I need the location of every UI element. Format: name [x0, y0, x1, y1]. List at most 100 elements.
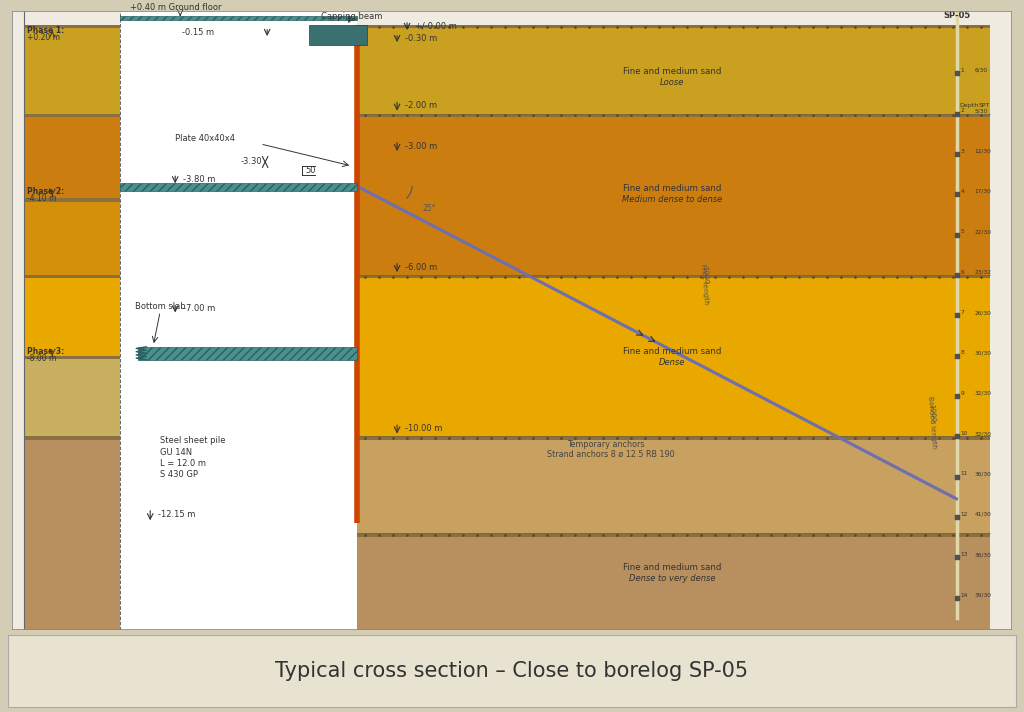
Text: Temporary anchors: Temporary anchors: [567, 440, 644, 449]
Text: L = 12.0 m: L = 12.0 m: [160, 459, 206, 468]
Text: -7.00 m: -7.00 m: [183, 304, 215, 313]
Text: 17/30: 17/30: [975, 189, 991, 194]
Bar: [357, 275, 990, 436]
Text: -8.00 m: -8.00 m: [28, 354, 56, 363]
Text: S 430 GP: S 430 GP: [160, 471, 199, 479]
Text: SPT: SPT: [979, 103, 990, 108]
Text: 7: 7: [961, 310, 965, 315]
Bar: [357, 533, 990, 630]
Bar: [138, 347, 357, 360]
Bar: [357, 25, 990, 114]
Bar: [357, 25, 990, 28]
Bar: [357, 533, 990, 537]
Text: 23/32: 23/32: [975, 270, 991, 275]
Text: 6/30: 6/30: [975, 68, 988, 73]
Bar: [357, 436, 990, 440]
Text: 26/30: 26/30: [975, 310, 991, 315]
Text: 32/30: 32/30: [975, 431, 991, 436]
Text: 32/30: 32/30: [975, 391, 991, 396]
Text: 10: 10: [961, 431, 968, 436]
Bar: [357, 275, 990, 278]
Text: 50: 50: [305, 167, 315, 175]
Text: Dense: Dense: [658, 358, 685, 367]
Text: -3.30: -3.30: [241, 157, 262, 166]
Bar: [120, 16, 357, 20]
Bar: [25, 275, 120, 356]
Text: Free length: Free length: [699, 264, 709, 305]
Text: 1: 1: [961, 68, 965, 73]
Text: Loose: Loose: [659, 78, 684, 87]
Bar: [25, 25, 120, 114]
Text: 39/30: 39/30: [975, 592, 991, 597]
Text: 9: 9: [961, 391, 965, 396]
Bar: [25, 114, 120, 199]
Text: 12: 12: [961, 512, 968, 517]
Text: Fine and medium sand: Fine and medium sand: [623, 347, 721, 356]
Text: -0.15 m: -0.15 m: [182, 28, 214, 37]
Text: GU 14N: GU 14N: [160, 448, 193, 456]
Bar: [357, 436, 990, 533]
Text: 22/30: 22/30: [975, 229, 991, 234]
Text: 2: 2: [961, 108, 965, 113]
Text: 5/30: 5/30: [975, 108, 988, 113]
Bar: [25, 199, 120, 275]
Text: 36/30: 36/30: [975, 553, 991, 557]
Text: 4: 4: [961, 189, 965, 194]
Text: -2.00 m: -2.00 m: [406, 101, 437, 110]
Bar: [25, 436, 120, 630]
Text: Fine and medium sand: Fine and medium sand: [623, 184, 721, 193]
Text: Medium dense to dense: Medium dense to dense: [622, 195, 722, 204]
Text: -4.10 m: -4.10 m: [28, 194, 56, 204]
Text: 12/30: 12/30: [975, 149, 991, 154]
Text: Dense to very dense: Dense to very dense: [629, 575, 715, 583]
Text: Steel sheet pile: Steel sheet pile: [160, 436, 225, 446]
Text: Plate 40x40x4: Plate 40x40x4: [175, 134, 236, 142]
Text: Phase 1:: Phase 1:: [28, 26, 65, 35]
Text: Bottom slab: Bottom slab: [135, 301, 185, 310]
Text: -3.00 m: -3.00 m: [406, 142, 437, 151]
Text: Phase 2:: Phase 2:: [28, 187, 65, 196]
Text: 25°: 25°: [422, 204, 435, 213]
Text: 13: 13: [961, 553, 968, 557]
Text: Depth: Depth: [959, 103, 979, 108]
Bar: [25, 25, 120, 28]
Text: Fine and medium sand: Fine and medium sand: [623, 563, 721, 572]
Text: -6.00 m: -6.00 m: [406, 263, 437, 272]
Text: Bonded length: Bonded length: [928, 396, 937, 449]
Bar: [309, 25, 367, 45]
Text: +0.40 m Ground floor: +0.40 m Ground floor: [130, 3, 222, 12]
Bar: [25, 356, 120, 436]
Text: 5: 5: [961, 229, 965, 234]
Text: 36/30: 36/30: [975, 471, 991, 476]
Text: 1000: 1000: [929, 404, 936, 422]
Text: +0.20 m: +0.20 m: [28, 33, 60, 42]
Text: -12.15 m: -12.15 m: [158, 511, 196, 519]
Bar: [25, 275, 120, 278]
Bar: [357, 114, 990, 275]
Text: 11: 11: [961, 471, 968, 476]
Text: 6: 6: [961, 270, 965, 275]
Text: 14: 14: [961, 592, 968, 597]
Text: Phase 3:: Phase 3:: [28, 347, 65, 356]
Text: SP-05: SP-05: [943, 11, 971, 21]
Bar: [25, 356, 120, 359]
Text: -0.30 m: -0.30 m: [406, 34, 437, 43]
Bar: [120, 183, 357, 191]
Bar: [25, 436, 120, 440]
Text: Strand anchors 8 ø 12.5 RB 190: Strand anchors 8 ø 12.5 RB 190: [547, 450, 675, 459]
Bar: [357, 114, 990, 117]
Text: Fine and medium sand: Fine and medium sand: [623, 67, 721, 75]
Text: 41/30: 41/30: [975, 512, 991, 517]
Text: -10.00 m: -10.00 m: [406, 424, 442, 433]
Text: +/-0.00 m: +/-0.00 m: [415, 21, 457, 31]
Bar: [120, 11, 357, 630]
Text: Capping beam: Capping beam: [322, 12, 383, 21]
Text: -3.80 m: -3.80 m: [183, 174, 216, 184]
Text: 30/30: 30/30: [975, 350, 991, 355]
Bar: [25, 114, 120, 117]
Bar: [25, 199, 120, 201]
Text: 1000: 1000: [700, 266, 708, 285]
Text: Typical cross section – Close to borelog SP-05: Typical cross section – Close to borelog…: [275, 661, 749, 681]
Text: 8: 8: [961, 350, 965, 355]
Bar: [8, 635, 1016, 707]
